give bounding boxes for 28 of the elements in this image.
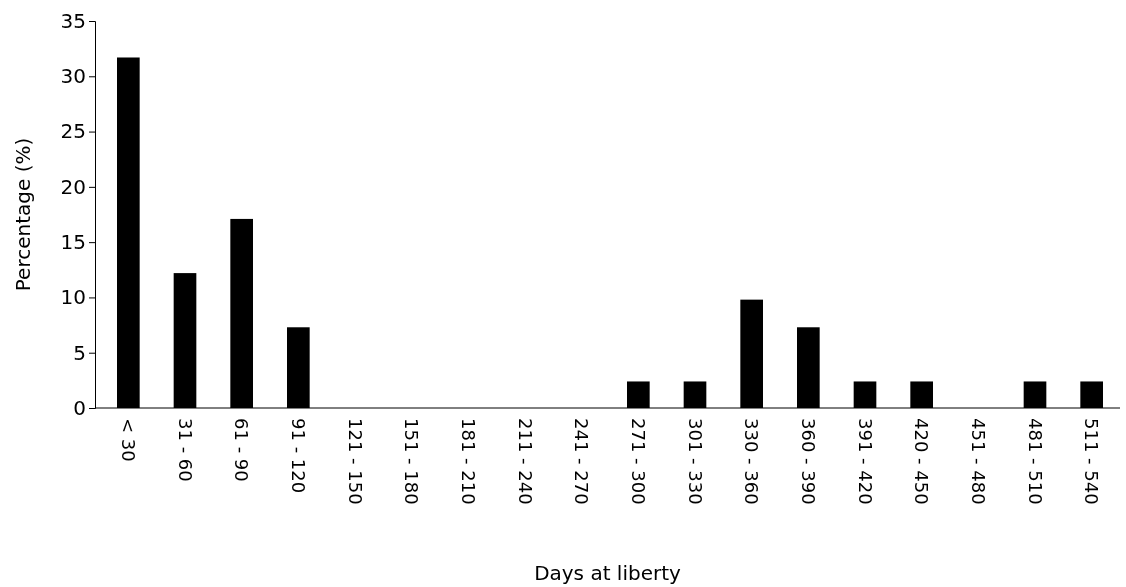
y-tick-label: 35 bbox=[60, 8, 86, 33]
x-tick-label: 511 - 540 bbox=[1081, 418, 1103, 505]
y-tick-label: 15 bbox=[60, 230, 86, 255]
x-tick-label: 151 - 180 bbox=[401, 418, 423, 505]
y-tick-label: 20 bbox=[60, 174, 86, 199]
x-tick-label: 31 - 60 bbox=[174, 418, 196, 482]
x-tick-label: 181 - 210 bbox=[458, 418, 480, 505]
x-tick-label: 301 - 330 bbox=[684, 418, 706, 505]
y-tick-label: 0 bbox=[73, 395, 86, 420]
y-tick-label: 5 bbox=[73, 340, 86, 365]
y-axis-title: Percentage (%) bbox=[11, 137, 35, 292]
x-tick-label: < 30 bbox=[118, 418, 140, 462]
y-tick-label: 10 bbox=[60, 285, 86, 310]
x-tick-label: 420 - 450 bbox=[911, 418, 933, 505]
x-tick-label: 481 - 510 bbox=[1024, 418, 1046, 505]
x-tick-label: 91 - 120 bbox=[288, 418, 310, 494]
x-tick-label: 271 - 300 bbox=[628, 418, 650, 505]
x-tick-label: 121 - 150 bbox=[344, 418, 366, 505]
x-axis-title: Days at liberty bbox=[534, 561, 682, 585]
x-tick-label: 61 - 90 bbox=[231, 418, 253, 482]
x-tick-label: 330 - 360 bbox=[741, 418, 763, 505]
y-tick-label: 30 bbox=[60, 64, 86, 89]
x-tick-label: 360 - 390 bbox=[798, 418, 820, 505]
x-tick-label: 211 - 240 bbox=[514, 418, 536, 505]
y-tick-label: 25 bbox=[60, 119, 86, 144]
x-tick-label: 391 - 420 bbox=[854, 418, 876, 505]
x-tick-label: 241 - 270 bbox=[571, 418, 593, 505]
x-tick-label: 451 - 480 bbox=[968, 418, 990, 505]
